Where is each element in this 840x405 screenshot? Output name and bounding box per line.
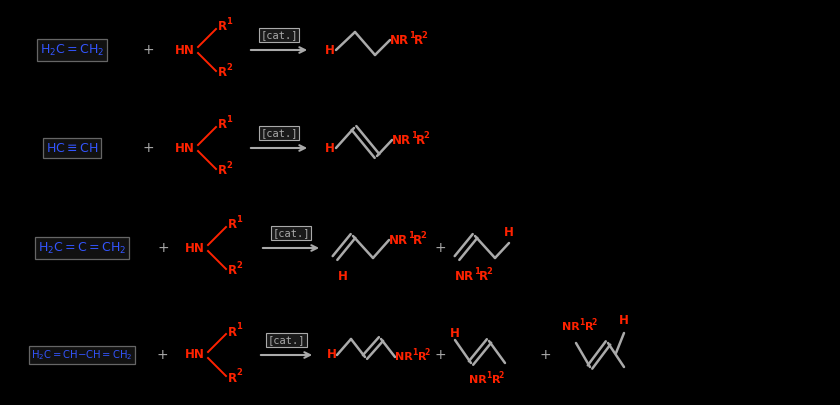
Text: NR: NR	[392, 134, 411, 147]
Text: NR: NR	[455, 269, 474, 283]
Text: 2: 2	[424, 348, 430, 357]
Text: HN: HN	[175, 43, 195, 57]
Text: 1: 1	[407, 231, 413, 240]
Text: H: H	[450, 327, 460, 340]
Text: 1: 1	[411, 131, 417, 140]
Text: R: R	[228, 371, 237, 384]
Text: NR: NR	[469, 375, 486, 385]
Text: NR: NR	[389, 234, 408, 247]
Text: R: R	[413, 234, 423, 247]
Text: R: R	[491, 375, 501, 385]
Text: $\mathsf{H_2C{=}CH_2}$: $\mathsf{H_2C{=}CH_2}$	[39, 43, 104, 58]
Text: R: R	[228, 264, 237, 277]
Text: R: R	[218, 21, 227, 34]
Text: R: R	[414, 34, 423, 47]
Text: 2: 2	[227, 64, 233, 72]
Text: H: H	[338, 270, 348, 283]
Text: R: R	[218, 119, 227, 132]
Text: R: R	[585, 322, 593, 332]
Text: $\mathsf{H_2C{=}C{=}CH_2}$: $\mathsf{H_2C{=}C{=}CH_2}$	[38, 241, 126, 256]
Text: 1: 1	[237, 322, 243, 331]
Text: R: R	[228, 326, 237, 339]
Text: 2: 2	[423, 131, 429, 140]
Text: 1: 1	[412, 348, 417, 357]
Text: NR: NR	[562, 322, 580, 332]
Text: R: R	[228, 219, 237, 232]
Text: H: H	[619, 314, 629, 327]
Text: [cat.]: [cat.]	[268, 335, 305, 345]
Text: H: H	[325, 43, 335, 57]
Text: 1: 1	[237, 215, 243, 224]
Text: NR: NR	[395, 352, 412, 362]
Text: $\mathsf{HC{\equiv}CH}$: $\mathsf{HC{\equiv}CH}$	[46, 141, 98, 154]
Text: 2: 2	[227, 162, 233, 171]
Text: R: R	[480, 269, 488, 283]
Text: +: +	[156, 348, 168, 362]
Text: +: +	[434, 348, 446, 362]
Text: 2: 2	[237, 261, 243, 271]
Text: NR: NR	[390, 34, 409, 47]
Text: +: +	[157, 241, 169, 255]
Text: +: +	[142, 141, 154, 155]
Text: 2: 2	[237, 369, 243, 377]
Text: 1: 1	[486, 371, 492, 380]
Text: 2: 2	[486, 267, 492, 276]
Text: $\mathsf{H_2C{=}CH{-}CH{=}CH_2}$: $\mathsf{H_2C{=}CH{-}CH{=}CH_2}$	[31, 348, 133, 362]
Text: 1: 1	[474, 267, 480, 276]
Text: 2: 2	[499, 371, 504, 380]
Text: 2: 2	[421, 231, 427, 240]
Text: 1: 1	[580, 318, 585, 327]
Text: R: R	[417, 352, 427, 362]
Text: R: R	[218, 164, 227, 177]
Text: +: +	[434, 241, 446, 255]
Text: H: H	[325, 141, 335, 154]
Text: 2: 2	[591, 318, 597, 327]
Text: HN: HN	[175, 141, 195, 154]
Text: +: +	[142, 43, 154, 57]
Text: HN: HN	[185, 241, 205, 254]
Text: H: H	[327, 348, 337, 362]
Text: [cat.]: [cat.]	[260, 30, 297, 40]
Text: [cat.]: [cat.]	[272, 228, 310, 238]
Text: +: +	[539, 348, 551, 362]
Text: R: R	[417, 134, 425, 147]
Text: 1: 1	[227, 115, 233, 124]
Text: 1: 1	[227, 17, 233, 26]
Text: R: R	[218, 66, 227, 79]
Text: 1: 1	[409, 31, 415, 40]
Text: [cat.]: [cat.]	[260, 128, 297, 138]
Text: HN: HN	[185, 348, 205, 362]
Text: H: H	[504, 226, 514, 239]
Text: 2: 2	[422, 31, 428, 40]
